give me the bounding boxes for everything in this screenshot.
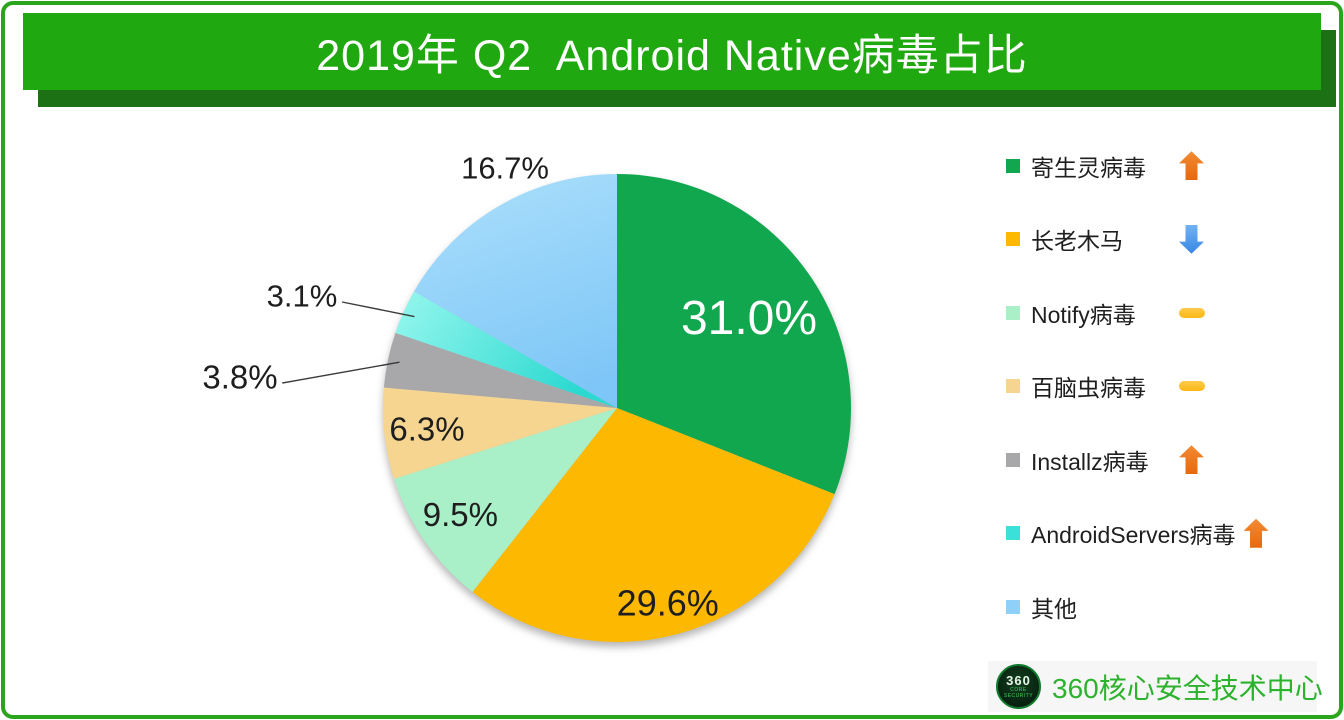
legend-label: 长老木马 xyxy=(1031,228,1123,255)
pie-label: 6.3% xyxy=(389,411,464,448)
trend-up-arrow-icon xyxy=(1243,518,1269,548)
legend-item: 寄生灵病毒 xyxy=(1006,129,1269,203)
trend-down-arrow-icon xyxy=(1179,224,1204,254)
pie-slices xyxy=(382,174,852,643)
legend-label: 百脑虫病毒 xyxy=(1031,375,1146,402)
legend-item: Notify病毒 xyxy=(1006,276,1269,350)
pie-label: 31.0% xyxy=(681,292,817,345)
pie-slice-7 xyxy=(414,174,617,408)
legend: 寄生灵病毒 长老木马 Notify病毒 百脑虫病毒 Installz病毒 And… xyxy=(1006,129,1269,644)
leader-line xyxy=(282,361,400,384)
pie-label: 29.6% xyxy=(617,582,719,623)
legend-item: Installz病毒 xyxy=(1006,423,1269,497)
trend-flat-dash-icon xyxy=(1179,381,1205,392)
legend-item: 长老木马 xyxy=(1006,203,1269,277)
logo-360-subtext: CORE SECURITY xyxy=(1003,687,1034,699)
legend-swatch xyxy=(1006,599,1020,614)
legend-swatch xyxy=(1006,158,1020,173)
legend-swatch xyxy=(1006,232,1020,247)
pie-slice-6 xyxy=(395,291,617,408)
logo-360-text: 360 xyxy=(1006,673,1031,688)
legend-swatch xyxy=(1006,526,1020,541)
pie-label: 16.7% xyxy=(461,151,549,186)
logo-360-icon: 360 CORE SECURITY xyxy=(996,664,1041,709)
pie-label: 3.1% xyxy=(267,279,338,314)
legend-item: 百脑虫病毒 xyxy=(1006,350,1269,424)
legend-item: AndroidServers病毒 xyxy=(1006,497,1269,571)
legend-label: Notify病毒 xyxy=(1031,301,1136,328)
pie-slice-2 xyxy=(472,408,835,643)
legend-label: 其他 xyxy=(1031,595,1077,622)
credit-text: 360核心安全技术中心 xyxy=(1052,672,1323,704)
legend-label: 寄生灵病毒 xyxy=(1031,154,1146,181)
legend-swatch xyxy=(1006,305,1020,320)
legend-swatch xyxy=(1006,379,1020,394)
pie-slice-1 xyxy=(617,174,852,495)
pie-labels: 31.0% 29.6% 9.5% 6.3% 3.8% 3.1% 16.7% xyxy=(202,151,817,624)
leader-line xyxy=(341,301,415,318)
legend-item: 其他 xyxy=(1006,570,1269,644)
pie-slice-5 xyxy=(383,332,617,408)
page-title: 2019年 Q2 Android Native病毒占比 xyxy=(316,31,1028,80)
pie-label: 3.8% xyxy=(202,359,277,396)
pie-label: 9.5% xyxy=(423,496,498,533)
pie-slice-4 xyxy=(382,387,617,479)
pie-slice-3 xyxy=(394,408,617,592)
trend-up-arrow-icon xyxy=(1179,445,1204,475)
credit-box: 360 CORE SECURITY 360核心安全技术中心 xyxy=(988,661,1323,712)
legend-label: Installz病毒 xyxy=(1031,448,1149,475)
trend-flat-dash-icon xyxy=(1179,307,1205,318)
legend-label: AndroidServers病毒 xyxy=(1031,522,1236,549)
trend-up-arrow-icon xyxy=(1179,151,1204,181)
title-banner: 2019年 Q2 Android Native病毒占比 xyxy=(23,13,1321,90)
legend-swatch xyxy=(1006,452,1020,467)
